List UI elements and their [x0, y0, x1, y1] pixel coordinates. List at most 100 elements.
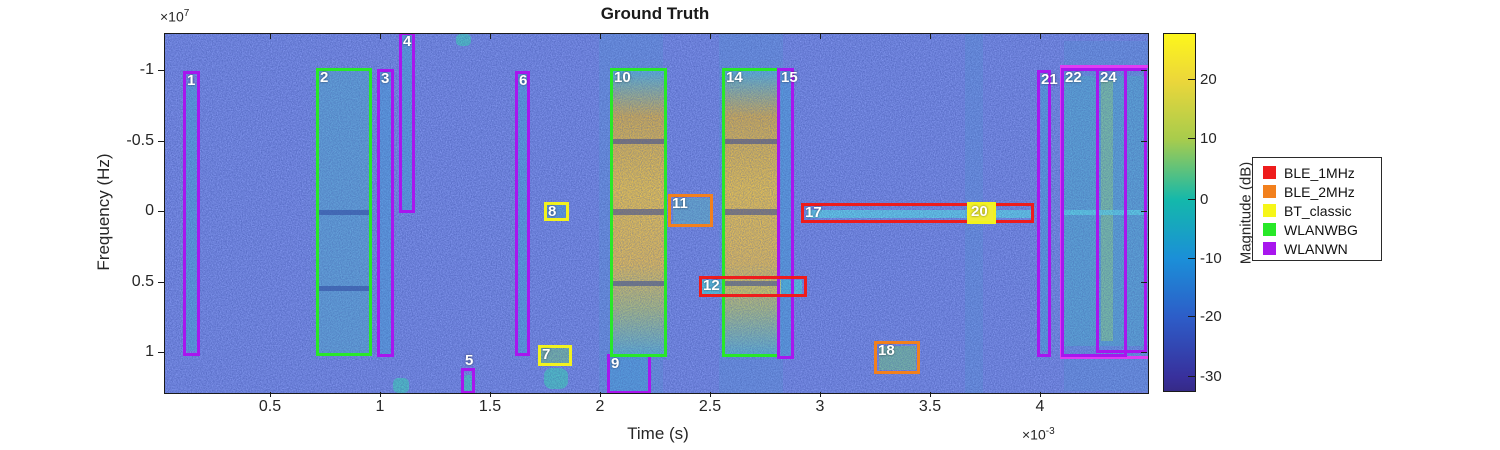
- annotation-box: 8: [544, 202, 569, 221]
- tick-mark: [380, 34, 381, 39]
- y-tick-label: -0.5: [126, 132, 154, 149]
- annotation-label: 6: [519, 72, 528, 89]
- annotation-label: 21: [1041, 71, 1058, 88]
- legend-item: WLANWN: [1253, 239, 1381, 258]
- tick-mark: [1188, 199, 1195, 200]
- x-axis-label: Time (s): [627, 424, 689, 443]
- x-tick-label: 1: [375, 398, 385, 415]
- x-tick-label: 2: [595, 398, 605, 415]
- annotation-box: 12: [699, 276, 807, 297]
- y-tick-label: -1: [139, 61, 154, 78]
- x-tick-label: 1.5: [478, 398, 502, 415]
- x-tick-label: 2.5: [698, 398, 722, 415]
- annotation-box: 5: [461, 352, 475, 393]
- legend-label: WLANWN: [1284, 240, 1348, 257]
- y-axis-multiplier: ×107: [160, 8, 190, 25]
- tick-mark: [710, 34, 711, 39]
- annotation-label: 17: [805, 204, 822, 221]
- tick-mark: [158, 211, 164, 212]
- x-tick-label: 4: [1035, 398, 1045, 415]
- annotation-label: 4: [403, 33, 412, 50]
- legend-swatch: [1263, 223, 1276, 236]
- x-tick-label: 3.5: [918, 398, 942, 415]
- annotation-box: 15: [777, 68, 798, 359]
- tick-mark: [600, 392, 601, 397]
- tick-mark: [158, 352, 164, 353]
- y-tick-label: 0: [145, 202, 154, 219]
- annotation-label: 18: [878, 342, 895, 359]
- colorbar-tick-label: 10: [1200, 130, 1217, 147]
- tick-mark: [158, 70, 164, 71]
- annotation-box: 11: [668, 194, 713, 227]
- annotation-box: 24: [1096, 68, 1147, 353]
- annotation-label: 11: [672, 195, 688, 212]
- annotation-box: 6: [515, 71, 530, 356]
- colorbar-tick-label: 0: [1200, 191, 1209, 208]
- annotation-label: 2: [320, 69, 329, 86]
- x-axis-multiplier: ×10-3: [1022, 426, 1055, 443]
- annotation-label: 14: [726, 69, 743, 86]
- tick-mark: [1188, 316, 1195, 317]
- annotation-label: 1: [187, 72, 196, 89]
- annotation-label: 24: [1100, 69, 1117, 86]
- annotation-box: 14: [722, 68, 780, 357]
- tick-mark: [1141, 211, 1147, 212]
- annotation-label: 15: [781, 69, 798, 86]
- legend-item: BT_classic: [1253, 201, 1381, 220]
- tick-mark: [158, 141, 164, 142]
- annotation-box: 10: [610, 68, 667, 357]
- tick-mark: [270, 34, 271, 39]
- tick-mark: [490, 34, 491, 39]
- annotation-box: 18: [874, 341, 920, 374]
- tick-mark: [1040, 392, 1041, 397]
- tick-mark: [270, 392, 271, 397]
- annotation-box: 2: [316, 68, 372, 356]
- x-tick-label: 0.5: [258, 398, 282, 415]
- legend-swatch: [1263, 166, 1276, 179]
- annotation-box: 3: [377, 69, 394, 357]
- annotation-label: 20: [971, 203, 988, 220]
- legend-item: WLANWBG: [1253, 220, 1381, 239]
- legend-item: BLE_1MHz: [1253, 163, 1381, 182]
- annotation-label: 22: [1065, 69, 1082, 86]
- colorbar-tick-label: 20: [1200, 71, 1217, 88]
- tick-mark: [710, 392, 711, 397]
- legend-label: WLANWBG: [1284, 221, 1358, 238]
- tick-mark: [1141, 352, 1147, 353]
- y-tick-label: 1: [145, 343, 154, 360]
- annotation-box: 4: [399, 33, 415, 213]
- annotation-box: 17: [801, 203, 1034, 223]
- x-tick-label: 3: [815, 398, 825, 415]
- tick-mark: [490, 392, 491, 397]
- annotation-label: 12: [703, 277, 720, 294]
- annotation-box: 22: [1061, 68, 1127, 357]
- legend-label: BLE_2MHz: [1284, 183, 1355, 200]
- annotation-label: 9: [611, 355, 620, 372]
- legend-label: BLE_1MHz: [1284, 164, 1355, 181]
- tick-mark: [820, 392, 821, 397]
- legend: BLE_1MHz BLE_2MHz BT_classic WLANWBG WLANWN: [1252, 157, 1382, 261]
- legend-swatch: [1263, 242, 1276, 255]
- annotation-box: 21: [1037, 70, 1058, 357]
- tick-mark: [1188, 376, 1195, 377]
- tick-mark: [1141, 70, 1147, 71]
- tick-mark: [930, 392, 931, 397]
- tick-mark: [1141, 141, 1147, 142]
- tick-mark: [1141, 282, 1147, 283]
- tick-mark: [158, 282, 164, 283]
- plot-area: 22 24 21 1 2 3 4 5 6 9 10 14 15 7 8 11 18 12 17 20: [164, 33, 1149, 394]
- tick-mark: [600, 34, 601, 39]
- tick-mark: [930, 34, 931, 39]
- chart-title: Ground Truth: [600, 4, 710, 23]
- annotation-box: 20: [967, 202, 996, 224]
- tick-mark: [380, 392, 381, 397]
- y-tick-label: 0.5: [131, 273, 154, 290]
- annotation-box: 9: [607, 354, 651, 393]
- annotation-label: 7: [542, 346, 551, 363]
- tick-mark: [1040, 34, 1041, 39]
- colorbar-tick-label: -20: [1200, 308, 1222, 325]
- legend-swatch: [1263, 204, 1276, 217]
- annotation-label: 10: [614, 69, 631, 86]
- annotation-box: 1: [183, 71, 200, 356]
